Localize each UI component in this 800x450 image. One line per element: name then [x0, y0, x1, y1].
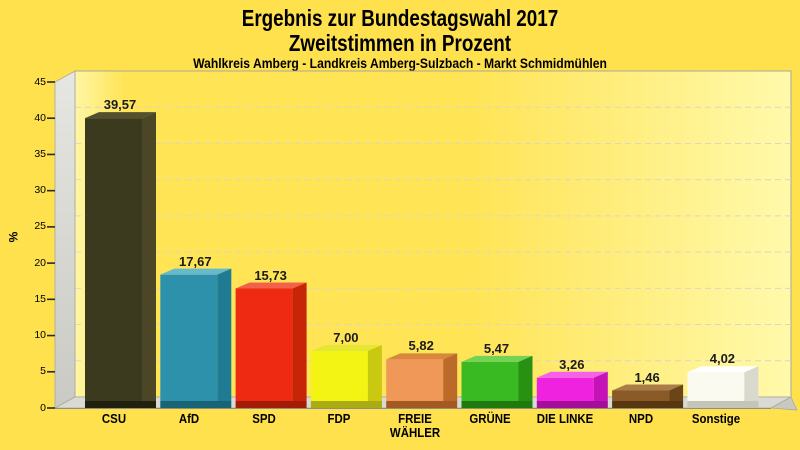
bar-category-line-csu: CSU — [101, 411, 126, 426]
bar-category-line-afd: AfD — [178, 411, 199, 426]
bar-category-label-sonstige: Sonstige — [692, 412, 740, 426]
y-tick-label-25: 25 — [34, 220, 46, 233]
bar-shadow-gr-ne — [461, 401, 533, 408]
y-tick-label-10: 10 — [34, 329, 46, 342]
bar-front-die-linke — [536, 377, 594, 401]
bar-category-label-die-linke: DIE LINKE — [537, 412, 594, 426]
bar-shadow-die-linke — [536, 401, 608, 408]
bar-front-gr-ne — [461, 361, 519, 401]
bar-shadow-csu — [85, 401, 156, 408]
bar-side-gr-ne — [518, 355, 533, 401]
bar-value-label-spd: 15,73 — [254, 267, 287, 283]
bar-front-sonstige — [687, 372, 745, 401]
bar-category-label-afd: AfD — [179, 412, 199, 426]
bar-shadow-sonstige — [687, 401, 759, 408]
chart-subtitle: Wahlkreis Amberg - Landkreis Amberg-Sulz… — [193, 56, 607, 71]
left-wall-3d — [54, 70, 76, 409]
bar-category-line-sonstige: Sonstige — [691, 411, 741, 426]
bar-shadow-fdp — [310, 401, 382, 408]
bar-top-afd — [160, 268, 232, 275]
bar-value-label-fdp: 7,00 — [333, 329, 359, 345]
bar-category-label-npd: NPD — [629, 412, 653, 426]
bar-value-label-sonstige: 4,02 — [709, 351, 736, 367]
bar-value-label-freie-w-hler: 5,82 — [408, 338, 434, 354]
bar-side-sonstige — [744, 366, 759, 401]
floor-corner-3d — [769, 396, 798, 411]
bar-shadow-spd — [235, 401, 307, 408]
bar-category-label-csu: CSU — [101, 412, 125, 426]
bar-front-afd — [160, 274, 218, 401]
y-tick-label-15: 15 — [34, 292, 46, 305]
y-tick-label-0: 0 — [40, 401, 46, 414]
bar-side-fdp — [367, 344, 382, 401]
bar-category-line-freie-w-hler: WÄHLER — [389, 425, 440, 440]
bar-shadow-npd — [612, 401, 684, 408]
y-tick-label-5: 5 — [40, 365, 46, 378]
bar-category-label-freie-w-hler: FREIE WÄHLER — [390, 412, 440, 440]
bar-value-label-npd: 1,46 — [634, 369, 660, 385]
bar-shadow-freie-w-hler — [386, 401, 458, 408]
bar-value-label-afd: 17,67 — [179, 253, 212, 269]
bar-top-npd — [612, 384, 684, 391]
bar-front-npd — [612, 390, 670, 401]
bar-shadow-afd — [160, 401, 232, 408]
bar-top-freie-w-hler — [386, 353, 458, 360]
bar-category-line-npd: NPD — [628, 411, 653, 426]
bar-value-label-gr-ne: 5,47 — [483, 340, 510, 356]
y-tick-label-45: 45 — [34, 75, 46, 88]
y-tick-label-35: 35 — [34, 147, 46, 160]
bar-side-die-linke — [593, 371, 608, 401]
bar-front-csu — [85, 118, 142, 402]
bar-top-gr-ne — [461, 355, 533, 362]
bar-top-csu — [85, 112, 156, 119]
bar-side-freie-w-hler — [443, 353, 458, 401]
y-tick-label-20: 20 — [34, 256, 46, 269]
bar-top-sonstige — [687, 366, 759, 373]
bar-value-label-csu: 39,57 — [103, 97, 137, 113]
bar-front-fdp — [310, 350, 368, 401]
y-tick-label-30: 30 — [34, 184, 46, 197]
bar-top-die-linke — [536, 371, 608, 378]
bar-category-line-fdp: FDP — [327, 411, 351, 426]
bar-value-label-die-linke: 3,26 — [559, 356, 585, 372]
bar-side-npd — [669, 384, 684, 401]
chart-title-line1: Ergebnis zur Bundestagswahl 2017 — [241, 5, 559, 31]
bar-category-label-spd: SPD — [252, 412, 276, 426]
y-tick-label-40: 40 — [34, 111, 46, 124]
chart-title-line2: Zweitstimmen in Prozent — [288, 30, 512, 56]
bar-front-spd — [235, 288, 293, 401]
bar-side-afd — [217, 268, 232, 401]
bar-front-freie-w-hler — [386, 359, 444, 401]
bar-side-csu — [142, 112, 156, 402]
bar-category-label-gr-ne: GRÜNE — [469, 412, 510, 426]
bar-category-line-gr-ne: GRÜNE — [469, 411, 511, 426]
bar-category-line-spd: SPD — [252, 411, 276, 426]
bar-top-spd — [235, 282, 307, 289]
bar-category-line-freie-w-hler: FREIE — [397, 411, 432, 426]
bar-top-fdp — [310, 344, 382, 351]
bar-category-label-fdp: FDP — [328, 412, 351, 426]
bar-category-line-die-linke: DIE LINKE — [537, 411, 594, 426]
bar-side-spd — [292, 282, 307, 401]
